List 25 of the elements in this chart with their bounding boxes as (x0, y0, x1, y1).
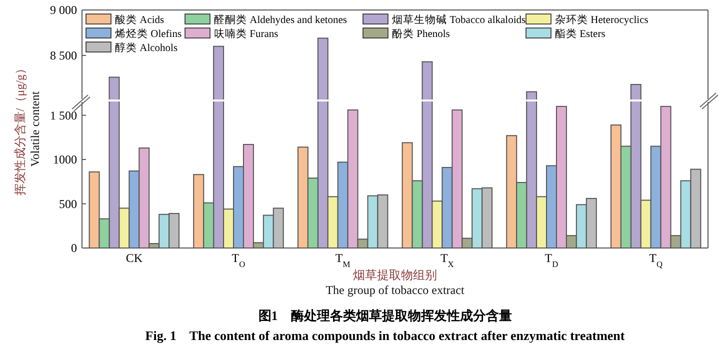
x-tick-label: T$_{X}$ (440, 251, 454, 268)
y-tick-label: 1000 (53, 152, 77, 167)
legend-label: 烟草生物碱 Tobacco alkaloids (392, 13, 526, 26)
legend-label: 醛酮类 Aldehydes and ketones (214, 13, 348, 26)
x-tick-label: T$_{D}$ (544, 251, 558, 268)
y-tick-label: 8 500 (50, 48, 77, 63)
legend-label: 酯类 Esters (555, 27, 606, 40)
text: 图1 酶处理各类烟草提取物挥发性成分含量 (258, 308, 512, 323)
x-axis-title: 烟草提取物组别 The group of tobacco extract (326, 268, 465, 297)
text: Fig. 1 The content of aroma compounds in tobacco extract after enzymatic treatment (145, 328, 626, 343)
y-tick-label: 9 000 (50, 3, 77, 18)
x-tick-label: T$_{O}$ (232, 251, 246, 268)
legend-label: 酸类 Acids (115, 13, 164, 26)
legend-label: 酚类 Phenols (392, 27, 450, 40)
legend-label: 醇类 Alcohols (115, 41, 178, 54)
y-tick-label: 1 500 (50, 108, 77, 122)
legend-label: 呋喃类 Furans (214, 27, 278, 40)
y-tick-label: 500 (59, 196, 77, 211)
x-tick-label: T$_{M}$ (335, 251, 351, 268)
x-tick-label: CK (126, 251, 143, 265)
y-axis-title: 挥发性成分含量/（μg/g） Volatile content (13, 62, 42, 196)
legend-label: 杂环类 Heterocyclics (555, 13, 648, 26)
y-tick-label: 0 (71, 241, 77, 256)
legend-label: 烯烃类 Olefins (115, 27, 182, 40)
x-tick-label: T$_{Q}$ (649, 251, 663, 268)
